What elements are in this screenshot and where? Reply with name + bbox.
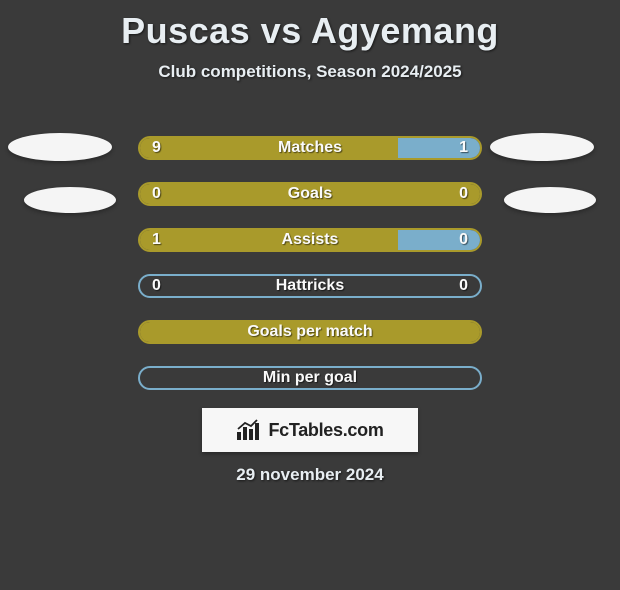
stat-label: Goals	[140, 184, 480, 204]
stat-row: Hattricks0 0	[138, 274, 482, 298]
brand-text: FcTables.com	[268, 420, 383, 441]
stat-label: Min per goal	[140, 368, 480, 388]
stat-label: Matches	[140, 138, 480, 158]
stat-rows: Matches91Goals00Assists10Hattricks00Goal…	[138, 136, 482, 412]
chart-icon	[236, 419, 262, 441]
stat-label: Assists	[140, 230, 480, 250]
stat-row: Goals0 0	[138, 182, 482, 206]
stat-value-left: 0	[152, 276, 161, 296]
stat-value-right: 0	[459, 184, 468, 204]
stat-label: Goals per match	[140, 322, 480, 342]
avatar-ellipse	[504, 187, 596, 213]
stat-value-left: 1	[152, 230, 161, 250]
stat-row: Assists1 0	[138, 228, 482, 252]
stat-value-right: 1	[459, 138, 468, 158]
avatar-ellipse	[8, 133, 112, 161]
stat-label: Hattricks	[140, 276, 480, 296]
avatar-ellipse	[24, 187, 116, 213]
page-title: Puscas vs Agyemang	[0, 10, 620, 52]
stat-row: Min per goal	[138, 366, 482, 390]
stat-value-left: 0	[152, 184, 161, 204]
stat-value-right: 0	[459, 230, 468, 250]
stat-row: Goals per match	[138, 320, 482, 344]
stat-row: Matches9 1	[138, 136, 482, 160]
stat-value-left: 9	[152, 138, 161, 158]
brand-badge: FcTables.com	[202, 408, 418, 452]
avatar-ellipse	[490, 133, 594, 161]
subtitle: Club competitions, Season 2024/2025	[0, 62, 620, 82]
stat-value-right: 0	[459, 276, 468, 296]
date-label: 29 november 2024	[0, 465, 620, 485]
